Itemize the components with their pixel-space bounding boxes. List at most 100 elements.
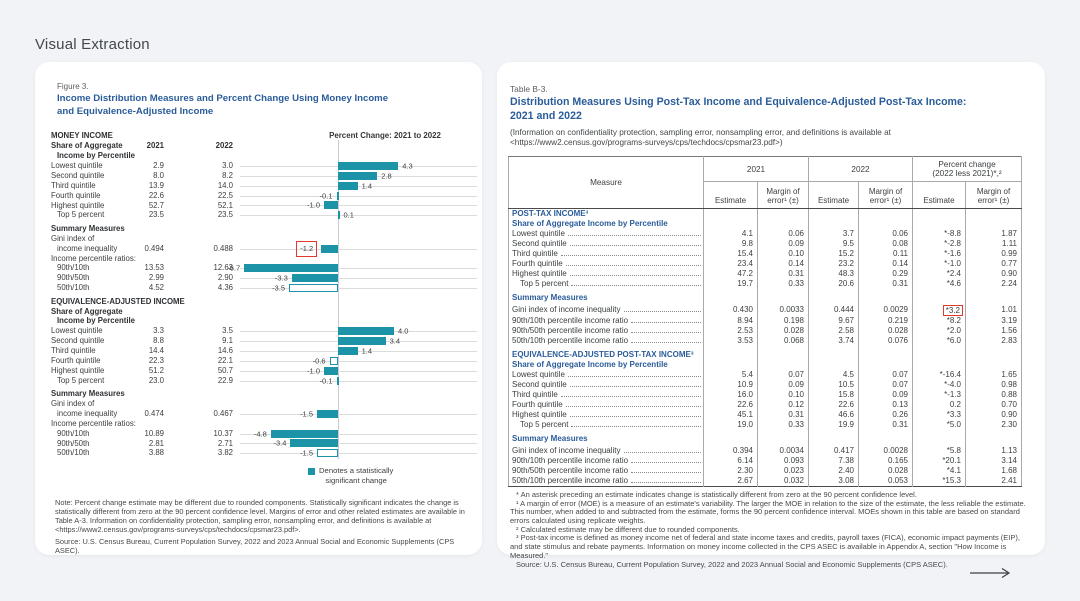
value-cell [965,208,1022,219]
value-2022: 14.0 [217,180,233,190]
gridline [240,443,477,445]
value-cell: 0.023 [757,465,809,476]
moe-label-line1: Margin of [766,186,800,196]
value-cell: 1.11 [965,238,1022,249]
chart-cell: 4.3 [240,159,477,172]
table-section-row: Summary Measures [509,288,1022,305]
table-data-row: Lowest quintile 5.4 0.07 4.5 0.07 *-16.4 1.65 [509,369,1022,380]
table-data-row: 50th/10th percentile income ratio 3.53 0.0… [509,335,1022,346]
cell-value: 0.023 [783,465,804,475]
table-title-line1: Distribution Measures Using Post-Tax Inc… [510,96,967,108]
zero-axis-line [338,219,339,225]
section-header: EQUIVALENCE-ADJUSTED POST-TAX INCOME³ [512,349,694,359]
value-cell: 48.3 [808,268,859,279]
measure: 90th/50th percentile income ratio [512,466,703,476]
cell-value: 46.6 [838,409,854,419]
table-data-row: 90th/10th percentile income ratio 6.14 0.0… [509,455,1022,466]
value-2022: 3.5 [222,326,233,336]
figure-row: Share of Aggregate 2021 2022 [51,140,482,153]
bar-value: -1.5 [300,409,313,419]
footnote: * An asterisk preceding an estimate indi… [516,489,917,499]
measure: Gini index of income inequality [512,446,703,456]
value-cell: 2.24 [965,278,1022,289]
table-footnotes: * An asterisk preceding an estimate indi… [510,489,1031,570]
figure-text: Summary Measures [51,389,125,399]
figure-text: Summary Measures [51,223,125,233]
chart-title: Percent Change: 2021 to 2022 [329,131,441,141]
value-2021: 3.3 [153,326,164,336]
value-2022: 2.71 [217,438,233,448]
value-cell: 0.028 [757,325,809,336]
zero-axis-line [338,384,339,391]
value-cell: 0.0028 [858,445,913,456]
value-2022: 3.0 [222,161,233,171]
cell-value: 0.07 [892,379,908,389]
measure: 50th/10th percentile income ratio [512,476,703,486]
cell-value: 0.88 [1001,389,1017,399]
table-data-row: 90th/10th percentile income ratio 8.94 0.1… [509,315,1022,326]
next-page-arrow-icon[interactable] [968,566,1014,585]
figure-row: MONEY INCOME [51,131,482,141]
value-2021: 8.0 [153,170,164,180]
measure: Third quintile [512,390,703,400]
cell-value: 23.2 [838,258,854,268]
measure: Gini index of income inequality [512,305,703,315]
value-cell: 19.0 [703,419,758,430]
table-data-row: Third quintile 15.4 0.10 15.2 0.11 *-1.6 0.99 [509,248,1022,259]
percent-change-label-line1: Percent change [938,159,996,169]
cell-value: *-2.8 [944,238,961,248]
moe-2022-header: Margin of error¹ (±) [858,181,913,209]
value-cell: 0.08 [858,238,913,249]
value-cell [703,288,758,305]
value-cell: 22.6 [703,399,758,410]
value-cell: 10.9 [703,379,758,390]
figure-row: 50th/10th 3.88 3.82 -1.5 [51,447,482,460]
value-cell: 0.093 [757,455,809,466]
value-cell [703,208,758,219]
cell-value: 0.028 [887,465,908,475]
measure-label: Lowest quintile [512,228,565,238]
table-data-row: Fourth quintile 22.6 0.12 22.6 0.13 0.2 0.70 [509,399,1022,410]
figure-row: Third quintile 14.4 14.6 1.4 [51,345,482,357]
cell-value: 19.0 [737,419,753,429]
measure-cell: Gini index of income inequality [509,446,704,456]
value-cell: 16.0 [703,389,758,400]
gridline [240,350,477,352]
value-cell: *6.0 [912,335,966,346]
cell-value: 0.31 [892,278,908,288]
value-cell: 0.14 [757,258,809,269]
cell-value: 1.68 [1001,465,1017,475]
table-data-row: Highest quintile 47.2 0.31 48.3 0.29 *2.4 0.90 [509,268,1022,279]
cell-value: 4.5 [842,369,854,379]
value-cell: 20.6 [808,278,859,289]
measure: Fourth quintile [512,259,703,269]
bar-value: -0.6 [312,356,326,366]
figure-row: Top 5 percent 23.5 23.5 0.1 [51,209,482,222]
cell-value: 0.068 [783,335,804,345]
value-cell: 0.394 [703,445,758,456]
cell-value: 3.08 [838,475,854,485]
cell-value: 2.40 [838,465,854,475]
value-cell: 46.6 [808,409,859,420]
value-cell: *2.0 [912,325,966,336]
zero-axis-line [338,417,339,430]
value-cell: 0.198 [757,315,809,326]
value-cell: 0.07 [858,369,913,380]
value-cell: 2.53 [703,325,758,336]
value-cell: 0.0033 [757,304,809,316]
value-cell: 0.33 [757,278,809,289]
value-cell: 0.98 [965,379,1022,390]
figure-row: 90th/10th 10.89 10.37 -4.8 [51,427,482,440]
percent-change-bar [336,191,339,200]
value-2021: 8.8 [153,336,164,346]
percent-change-bar [329,356,338,365]
value-cell: 1.56 [965,325,1022,336]
value-2021: 14.4 [148,346,164,356]
cell-value: 3.7 [842,228,854,238]
value-2022: 12.63 [213,263,233,273]
figure-row: Second quintile 8.8 9.1 3.4 [51,335,482,348]
cell-value: 0.77 [1001,258,1017,268]
estimate-change-header: Estimate [912,181,966,209]
value-cell [757,208,809,219]
table-data-row: Second quintile 10.9 0.09 10.5 0.07 *-4.0 0.98 [509,379,1022,390]
